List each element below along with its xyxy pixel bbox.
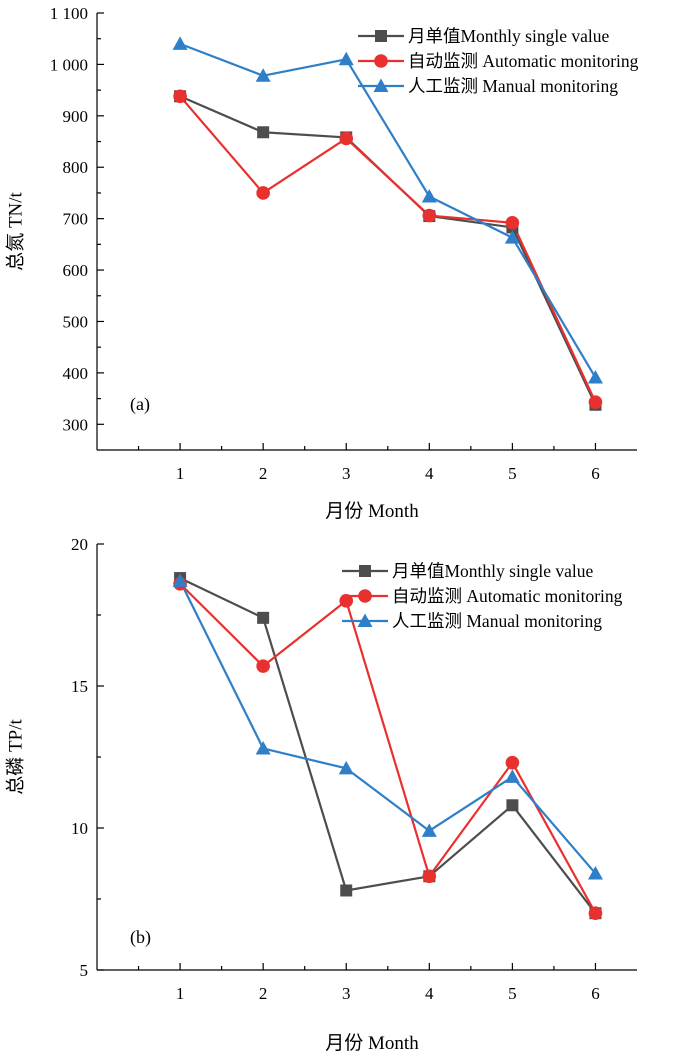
data-point-circle: [173, 89, 187, 104]
series-line-square: [179, 577, 597, 914]
data-point-circle: [588, 906, 603, 920]
y-tick-label: 300: [63, 415, 89, 434]
data-point-triangle: [421, 189, 437, 203]
x-tick-label: 6: [591, 464, 600, 483]
data-point-circle: [505, 215, 520, 230]
panel-a-tn-chart: 300 400 500 600 700 800 900 1 000 1 100 1 2 3 4 5 6 月份 …: [5, 4, 639, 522]
y-tick-label: 600: [63, 261, 89, 280]
x-tick-label: 1: [176, 464, 185, 483]
x-axis-title: 月份 Month: [325, 500, 419, 522]
legend-entry-label: 人工监测 Manual monitoring: [408, 76, 618, 96]
y-tick-label: 5: [80, 961, 89, 980]
data-point-triangle: [338, 51, 354, 66]
x-tick-label: 2: [259, 464, 268, 483]
data-point-triangle: [587, 370, 603, 384]
legend-marker-square: [375, 30, 387, 42]
legend-marker-triangle: [357, 613, 373, 627]
data-point-triangle: [338, 760, 354, 775]
data-point-triangle: [587, 865, 603, 880]
data-point-triangle: [421, 823, 437, 837]
data-point-circle: [588, 395, 603, 409]
x-tick-label: 1: [176, 984, 185, 1003]
x-tick-label: 6: [591, 984, 600, 1003]
series-line-triangle: [179, 42, 597, 379]
data-point-circle: [256, 659, 270, 673]
series-line-square: [179, 95, 597, 406]
panel-label: (a): [130, 394, 150, 415]
data-point-square: [340, 884, 353, 897]
series-line-circle: [179, 95, 597, 403]
x-tick-label: 4: [425, 984, 434, 1003]
legend-marker-circle: [358, 589, 372, 603]
data-point-square: [506, 799, 519, 812]
x-tick-label: 2: [259, 984, 268, 1003]
data-point-square: [257, 611, 270, 624]
y-tick-label: 900: [63, 107, 89, 126]
data-point-triangle: [172, 36, 188, 50]
y-axis-title: 总氮 TN/t: [5, 191, 27, 270]
y-tick-label: 700: [63, 210, 89, 229]
data-point-triangle: [255, 68, 271, 82]
data-point-triangle: [504, 230, 520, 244]
legend-entry-label: 人工监测 Manual monitoring: [392, 611, 602, 631]
x-tick-label: 4: [425, 464, 434, 483]
panel-label: (b): [130, 927, 151, 948]
y-tick-label: 15: [71, 677, 88, 696]
y-tick-label: 1 000: [50, 55, 88, 74]
data-point-square: [257, 126, 270, 139]
legend-marker-square: [359, 565, 371, 577]
legend-entry-label: 自动监测 Automatic monitoring: [392, 586, 623, 606]
x-tick-label: 5: [508, 984, 517, 1003]
series-line-triangle: [179, 580, 597, 875]
data-point-triangle: [172, 573, 188, 587]
x-tick-label: 3: [342, 984, 351, 1003]
panel-b-tp-chart: 5 10 15 20 1 2 3 4 5 6 月份 Month 总磷 TP/t (b) 月单值Monthl…: [5, 535, 637, 1052]
legend-entry-label: 月单值Monthly single value: [392, 561, 593, 581]
data-point-circle: [505, 755, 520, 770]
legend-marker-triangle: [373, 78, 389, 92]
data-point-circle: [422, 869, 437, 884]
series-line-circle: [179, 582, 597, 914]
data-point-circle: [339, 131, 354, 146]
x-tick-label: 3: [342, 464, 351, 483]
legend-marker-circle: [374, 54, 388, 68]
x-tick-label: 5: [508, 464, 517, 483]
y-tick-label: 500: [63, 312, 89, 331]
y-tick-label: 20: [71, 535, 88, 554]
data-point-circle: [339, 594, 354, 608]
data-point-circle: [256, 186, 270, 200]
y-tick-label: 1 100: [50, 4, 88, 23]
data-point-triangle: [504, 769, 520, 783]
y-tick-label: 10: [71, 819, 88, 838]
legend-entry-label: 月单值Monthly single value: [408, 26, 609, 46]
legend-entry-label: 自动监测 Automatic monitoring: [408, 51, 639, 71]
data-point-triangle: [255, 740, 271, 755]
y-tick-label: 800: [63, 158, 89, 177]
x-axis-title: 月份 Month: [325, 1032, 419, 1052]
y-tick-label: 400: [63, 364, 89, 383]
data-point-circle: [422, 208, 437, 223]
y-axis-title: 总磷 TP/t: [5, 719, 27, 795]
